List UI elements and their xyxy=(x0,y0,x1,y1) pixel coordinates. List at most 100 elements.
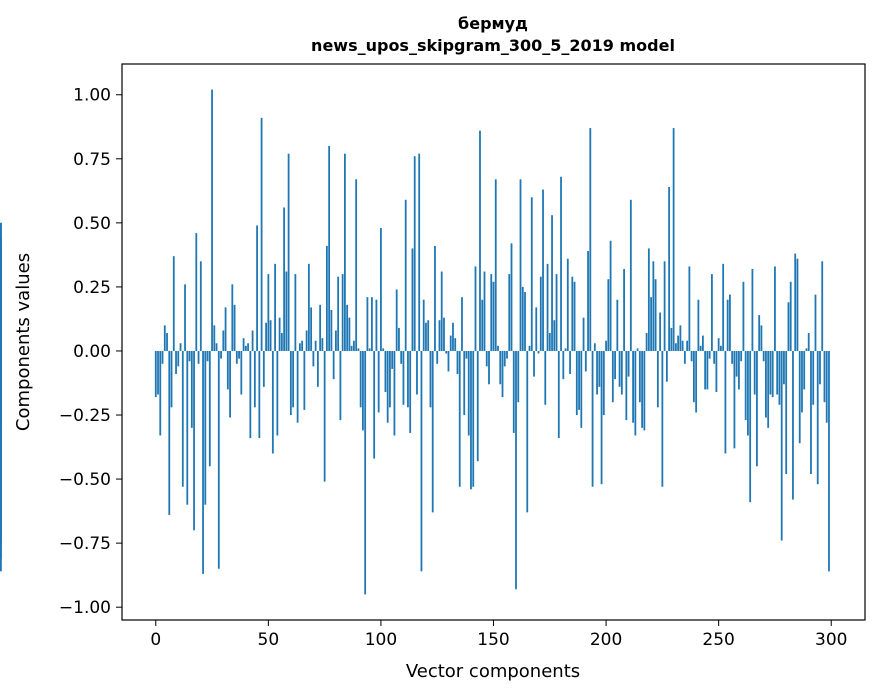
bar xyxy=(274,263,276,351)
bar xyxy=(339,350,342,421)
bar xyxy=(584,350,587,372)
bar xyxy=(434,245,436,351)
bar xyxy=(330,309,333,351)
bar xyxy=(562,350,565,380)
y-tick-label: 0.75 xyxy=(73,150,111,170)
bar xyxy=(499,350,502,385)
bar xyxy=(542,189,544,351)
bar xyxy=(611,350,614,403)
x-tick-label: 0 xyxy=(150,630,161,650)
bar xyxy=(614,350,616,380)
bar xyxy=(656,350,659,408)
bar xyxy=(652,261,655,351)
x-axis-label: Vector components xyxy=(406,661,580,682)
bar xyxy=(828,350,830,572)
bar xyxy=(814,294,817,351)
bar xyxy=(609,240,612,351)
bar xyxy=(206,350,209,362)
bar xyxy=(776,350,779,395)
bar xyxy=(575,350,578,416)
bar xyxy=(785,350,788,474)
bar xyxy=(283,207,286,351)
x-tick-label: 200 xyxy=(590,630,622,650)
y-tick-label: −0.25 xyxy=(59,406,111,426)
bar xyxy=(501,350,504,398)
bar xyxy=(521,286,524,351)
bar xyxy=(362,350,364,431)
bar xyxy=(242,338,245,351)
bar xyxy=(409,350,412,433)
bar xyxy=(249,350,252,439)
bar xyxy=(251,330,254,351)
bar xyxy=(184,284,186,351)
bar xyxy=(560,176,562,351)
bar xyxy=(485,350,488,367)
bar xyxy=(168,350,171,515)
bar xyxy=(166,333,168,351)
bar xyxy=(677,335,680,351)
y-tick-label: 0.00 xyxy=(73,342,111,362)
bar xyxy=(334,330,337,351)
bar xyxy=(305,330,308,351)
bar xyxy=(371,297,373,351)
bar xyxy=(738,350,740,390)
bar xyxy=(443,317,445,351)
bar xyxy=(215,343,218,351)
bar xyxy=(247,343,249,351)
bar xyxy=(638,350,641,403)
bar xyxy=(812,350,815,405)
bar xyxy=(672,128,675,351)
bar xyxy=(796,258,799,351)
bar xyxy=(298,343,301,351)
bar xyxy=(722,263,725,351)
bar xyxy=(783,350,785,385)
bar xyxy=(593,343,596,351)
bar xyxy=(816,350,819,485)
bar xyxy=(364,350,367,595)
bar xyxy=(402,350,405,405)
plot-frame xyxy=(121,63,866,621)
bar xyxy=(157,350,159,395)
bar xyxy=(564,348,567,351)
bar xyxy=(517,350,520,403)
bar xyxy=(506,350,508,359)
bar xyxy=(668,186,671,351)
bar xyxy=(751,268,754,351)
bar xyxy=(724,350,727,454)
bar xyxy=(704,350,707,390)
bar xyxy=(411,248,414,351)
bar xyxy=(220,350,222,359)
bar xyxy=(226,350,229,390)
bar xyxy=(368,348,371,351)
x-tick-label: 300 xyxy=(815,630,847,650)
bar xyxy=(373,350,376,459)
bar xyxy=(582,317,585,351)
bar xyxy=(384,350,387,392)
y-axis-label: Components values xyxy=(13,253,34,431)
bar xyxy=(199,261,202,351)
bar xyxy=(548,333,551,351)
bar xyxy=(674,343,677,351)
bar xyxy=(359,350,362,408)
bar xyxy=(416,350,418,395)
bar xyxy=(348,317,351,351)
bar xyxy=(744,350,747,421)
bar xyxy=(807,333,810,351)
bar xyxy=(386,350,389,423)
bar xyxy=(467,350,470,436)
bar xyxy=(238,350,240,359)
bar xyxy=(798,350,801,444)
chart-subtitle: news_upos_skipgram_300_5_2019 model xyxy=(311,36,675,55)
bar xyxy=(729,294,731,351)
bar xyxy=(692,350,695,403)
bar xyxy=(713,350,716,364)
bar xyxy=(711,274,713,351)
bar xyxy=(771,350,774,398)
bar xyxy=(456,350,459,375)
bar xyxy=(265,322,267,351)
bar xyxy=(645,333,648,351)
bar xyxy=(316,350,319,387)
bar xyxy=(767,350,770,428)
bar xyxy=(654,279,657,351)
bar xyxy=(202,350,204,574)
